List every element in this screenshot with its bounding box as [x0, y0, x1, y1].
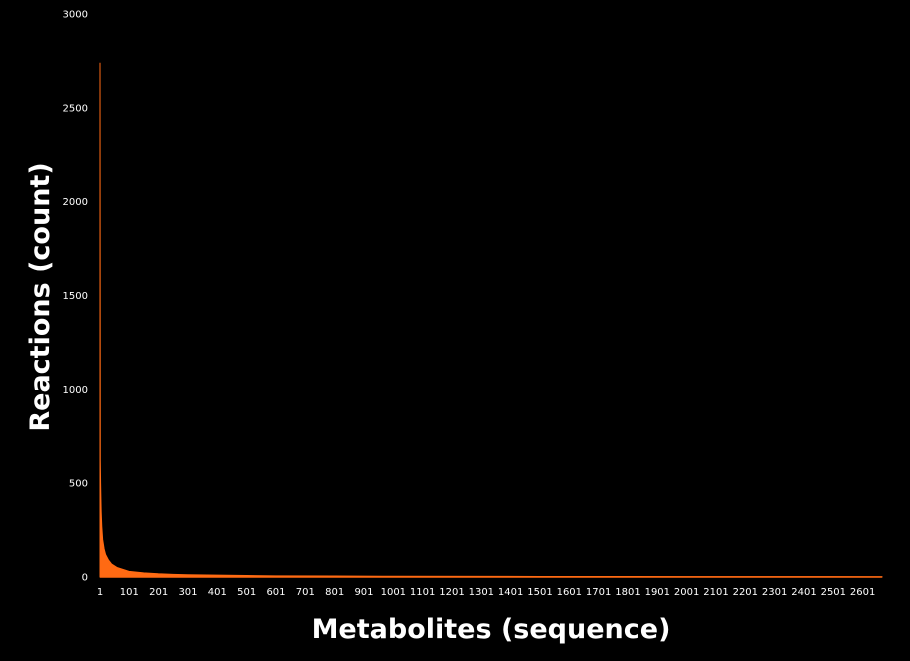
x-tick-label: 401 [208, 587, 227, 598]
x-tick-label: 1101 [410, 587, 435, 598]
y-tick-label: 1500 [63, 291, 88, 302]
y-tick-label: 500 [69, 479, 88, 490]
x-tick-label: 701 [296, 587, 315, 598]
y-tick-label: 3000 [63, 10, 88, 21]
y-tick-label: 0 [82, 573, 88, 584]
y-tick-label: 1000 [63, 385, 88, 396]
x-tick-label: 2401 [791, 587, 816, 598]
x-tick-label: 1401 [498, 587, 523, 598]
x-tick-label: 2601 [850, 587, 875, 598]
x-tick-label: 1901 [645, 587, 670, 598]
x-tick-label: 501 [237, 587, 256, 598]
x-tick-label: 301 [178, 587, 197, 598]
x-axis-ticks: 1 101 201 301 401 501 601 701 801 901 1001 1101 1201… [97, 587, 876, 598]
x-tick-label: 1701 [586, 587, 611, 598]
x-tick-label: 1001 [381, 587, 406, 598]
x-tick-label: 101 [120, 587, 139, 598]
x-tick-label: 801 [325, 587, 344, 598]
y-axis-title: Reactions (count) [25, 162, 56, 431]
x-tick-label: 1801 [615, 587, 640, 598]
x-tick-label: 2001 [674, 587, 699, 598]
x-tick-label: 2101 [703, 587, 728, 598]
y-axis-ticks: 0 500 1000 1500 2000 2500 3000 [63, 10, 88, 584]
y-tick-label: 2000 [63, 197, 88, 208]
x-tick-label: 201 [149, 587, 168, 598]
x-tick-label: 1 [97, 587, 103, 598]
x-tick-label: 1301 [469, 587, 494, 598]
x-tick-label: 2501 [821, 587, 846, 598]
x-tick-label: 1601 [557, 587, 582, 598]
plot-area [99, 62, 883, 578]
x-tick-label: 2301 [762, 587, 787, 598]
x-tick-label: 1501 [527, 587, 552, 598]
x-tick-label: 601 [266, 587, 285, 598]
x-tick-label: 2201 [733, 587, 758, 598]
x-axis-title: Metabolites (sequence) [312, 614, 671, 645]
y-tick-label: 2500 [63, 103, 88, 114]
x-tick-label: 901 [354, 587, 373, 598]
x-tick-label: 1201 [439, 587, 464, 598]
